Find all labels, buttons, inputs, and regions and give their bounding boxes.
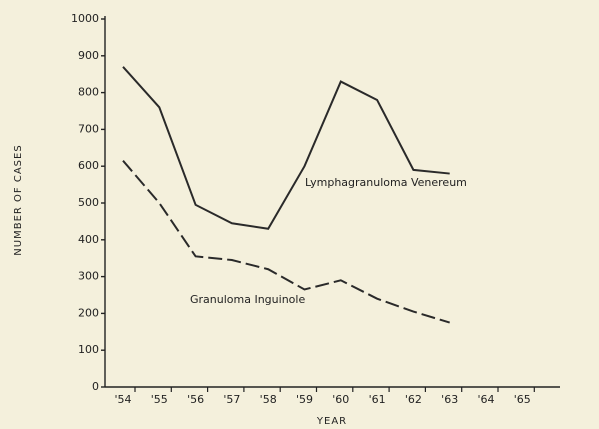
x-tick-label: '57 [223,393,240,406]
y-tick-label: 200 [78,306,99,319]
y-tick-label: 900 [78,49,99,62]
x-tick-label: '61 [369,393,386,406]
x-tick-label: '60 [332,393,349,406]
x-tick-label: '62 [405,393,422,406]
y-tick-label: 400 [78,233,99,246]
y-tick-label: 800 [78,86,99,99]
series-line [122,160,450,324]
y-tick-label: 0 [92,380,99,393]
y-tick-label: 1000 [71,12,99,25]
x-tick-label: '64 [477,393,494,406]
x-tick-label: '55 [151,393,168,406]
y-tick-label: 500 [78,196,99,209]
x-axis-label: YEAR [316,416,347,427]
x-tick-label: '54 [114,393,131,406]
x-tick-label: '63 [441,393,458,406]
x-tick-label: '65 [514,393,531,406]
x-tick-label: '58 [260,393,277,406]
series-label: Lymphagranuloma Venereum [305,176,467,189]
y-tick-label: 700 [78,122,99,135]
y-tick-label: 100 [78,343,99,356]
x-tick-label: '59 [296,393,313,406]
series-line [122,66,450,230]
y-tick-label: 300 [78,270,99,283]
x-tick-label: '56 [187,393,204,406]
y-axis-label: NUMBER OF CASES [13,144,24,255]
y-tick-label: 600 [78,159,99,172]
series-label: Granuloma Inguinole [190,293,305,306]
